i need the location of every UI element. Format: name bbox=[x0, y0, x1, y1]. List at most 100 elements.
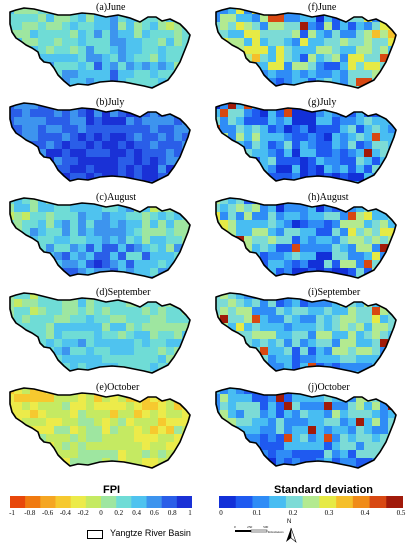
grid-cell bbox=[380, 244, 389, 253]
grid-cell bbox=[142, 260, 151, 269]
colorbar-segment bbox=[269, 496, 287, 508]
grid-cell bbox=[14, 117, 23, 126]
grid-cell bbox=[340, 347, 349, 356]
grid-cell bbox=[308, 149, 317, 158]
grid-cell bbox=[276, 315, 285, 324]
grid-cell bbox=[182, 78, 190, 87]
grid-cell bbox=[244, 347, 253, 356]
grid-cell bbox=[364, 323, 373, 332]
grid-cell bbox=[14, 212, 23, 221]
grid-cell bbox=[38, 339, 47, 348]
grid-cell bbox=[236, 244, 245, 253]
grid-cell bbox=[190, 30, 198, 38]
grid-cell bbox=[142, 117, 151, 126]
grid-cell bbox=[228, 434, 237, 443]
grid-cell bbox=[54, 252, 63, 261]
grid-cell bbox=[252, 276, 261, 278]
grid-cell bbox=[300, 117, 309, 126]
grid-cell bbox=[268, 371, 277, 373]
grid-cell bbox=[62, 103, 71, 110]
grid-cell bbox=[292, 371, 301, 373]
grid-cell bbox=[300, 70, 309, 79]
grid-cell bbox=[78, 86, 87, 88]
grid-cell bbox=[348, 212, 357, 221]
grid-cell bbox=[102, 86, 111, 88]
grid-cell bbox=[236, 78, 245, 87]
grid-cell bbox=[300, 299, 309, 308]
grid-cell bbox=[216, 355, 221, 364]
grid-cell bbox=[158, 165, 167, 174]
grid-cell bbox=[110, 22, 119, 31]
grid-cell bbox=[292, 331, 301, 340]
grid-cell bbox=[356, 165, 365, 174]
grid-cell bbox=[252, 109, 261, 118]
grid-cell bbox=[316, 181, 325, 183]
grid-cell bbox=[252, 149, 261, 158]
grid-cell bbox=[244, 70, 253, 79]
grid-cell bbox=[14, 86, 23, 88]
grid-cell bbox=[190, 323, 198, 331]
grid-cell bbox=[182, 8, 190, 15]
grid-cell bbox=[380, 22, 389, 31]
grid-cell bbox=[182, 133, 190, 142]
grid-cell bbox=[86, 86, 95, 88]
grid-cell bbox=[252, 410, 261, 419]
grid-cell bbox=[158, 276, 167, 278]
grid-cell bbox=[14, 402, 23, 411]
grid-cell bbox=[22, 157, 31, 166]
grid-cell bbox=[300, 165, 309, 174]
grid-cell bbox=[78, 260, 87, 269]
grid-cell bbox=[340, 458, 349, 467]
grid-cell bbox=[190, 458, 198, 466]
grid-cell bbox=[308, 410, 317, 419]
grid-cell bbox=[308, 315, 317, 324]
grid-cell bbox=[276, 70, 285, 79]
grid-cell bbox=[332, 117, 341, 126]
grid-cell bbox=[94, 14, 103, 23]
grid-cell bbox=[372, 181, 381, 183]
grid-cell bbox=[388, 252, 396, 261]
grid-cell bbox=[348, 323, 357, 332]
grid-cell bbox=[220, 14, 229, 23]
grid-cell bbox=[340, 149, 349, 158]
north-arrow-label: N bbox=[287, 519, 292, 525]
grid-cell bbox=[22, 78, 31, 87]
grid-cell bbox=[38, 38, 47, 47]
grid-cell bbox=[276, 371, 285, 373]
grid-cell bbox=[340, 410, 349, 419]
grid-cell bbox=[372, 236, 381, 245]
grid-cell bbox=[150, 109, 159, 118]
grid-cell bbox=[396, 54, 404, 62]
grid-cell bbox=[236, 62, 245, 71]
grid-cell bbox=[14, 30, 23, 39]
grid-cell bbox=[396, 165, 404, 173]
grid-cell bbox=[190, 315, 198, 323]
grid-cell bbox=[396, 307, 404, 315]
grid-cell bbox=[388, 30, 396, 39]
grid-cell bbox=[78, 276, 87, 278]
grid-cell bbox=[78, 109, 87, 118]
grid-cell bbox=[396, 299, 404, 307]
grid-cell bbox=[142, 426, 151, 435]
grid-cell bbox=[46, 181, 55, 183]
grid-cell bbox=[388, 355, 396, 364]
grid-cell bbox=[102, 133, 111, 142]
grid-cell bbox=[78, 426, 87, 435]
grid-cell bbox=[372, 22, 381, 31]
grid-cell bbox=[340, 236, 349, 245]
grid-cell bbox=[260, 181, 269, 183]
grid-cell bbox=[190, 434, 198, 442]
grid-cell bbox=[38, 458, 47, 467]
grid-cell bbox=[14, 181, 23, 183]
grid-cell bbox=[372, 293, 381, 300]
grid-cell bbox=[268, 117, 277, 126]
grid-cell bbox=[78, 204, 87, 213]
grid-cell bbox=[260, 418, 269, 427]
grid-cell bbox=[356, 252, 365, 261]
grid-cell bbox=[236, 410, 245, 419]
colorbar-tick-label: 0.2 bbox=[288, 509, 298, 517]
grid-cell bbox=[54, 268, 63, 277]
grid-cell bbox=[372, 268, 381, 277]
grid-cell bbox=[126, 268, 135, 277]
grid-cell bbox=[102, 450, 111, 459]
